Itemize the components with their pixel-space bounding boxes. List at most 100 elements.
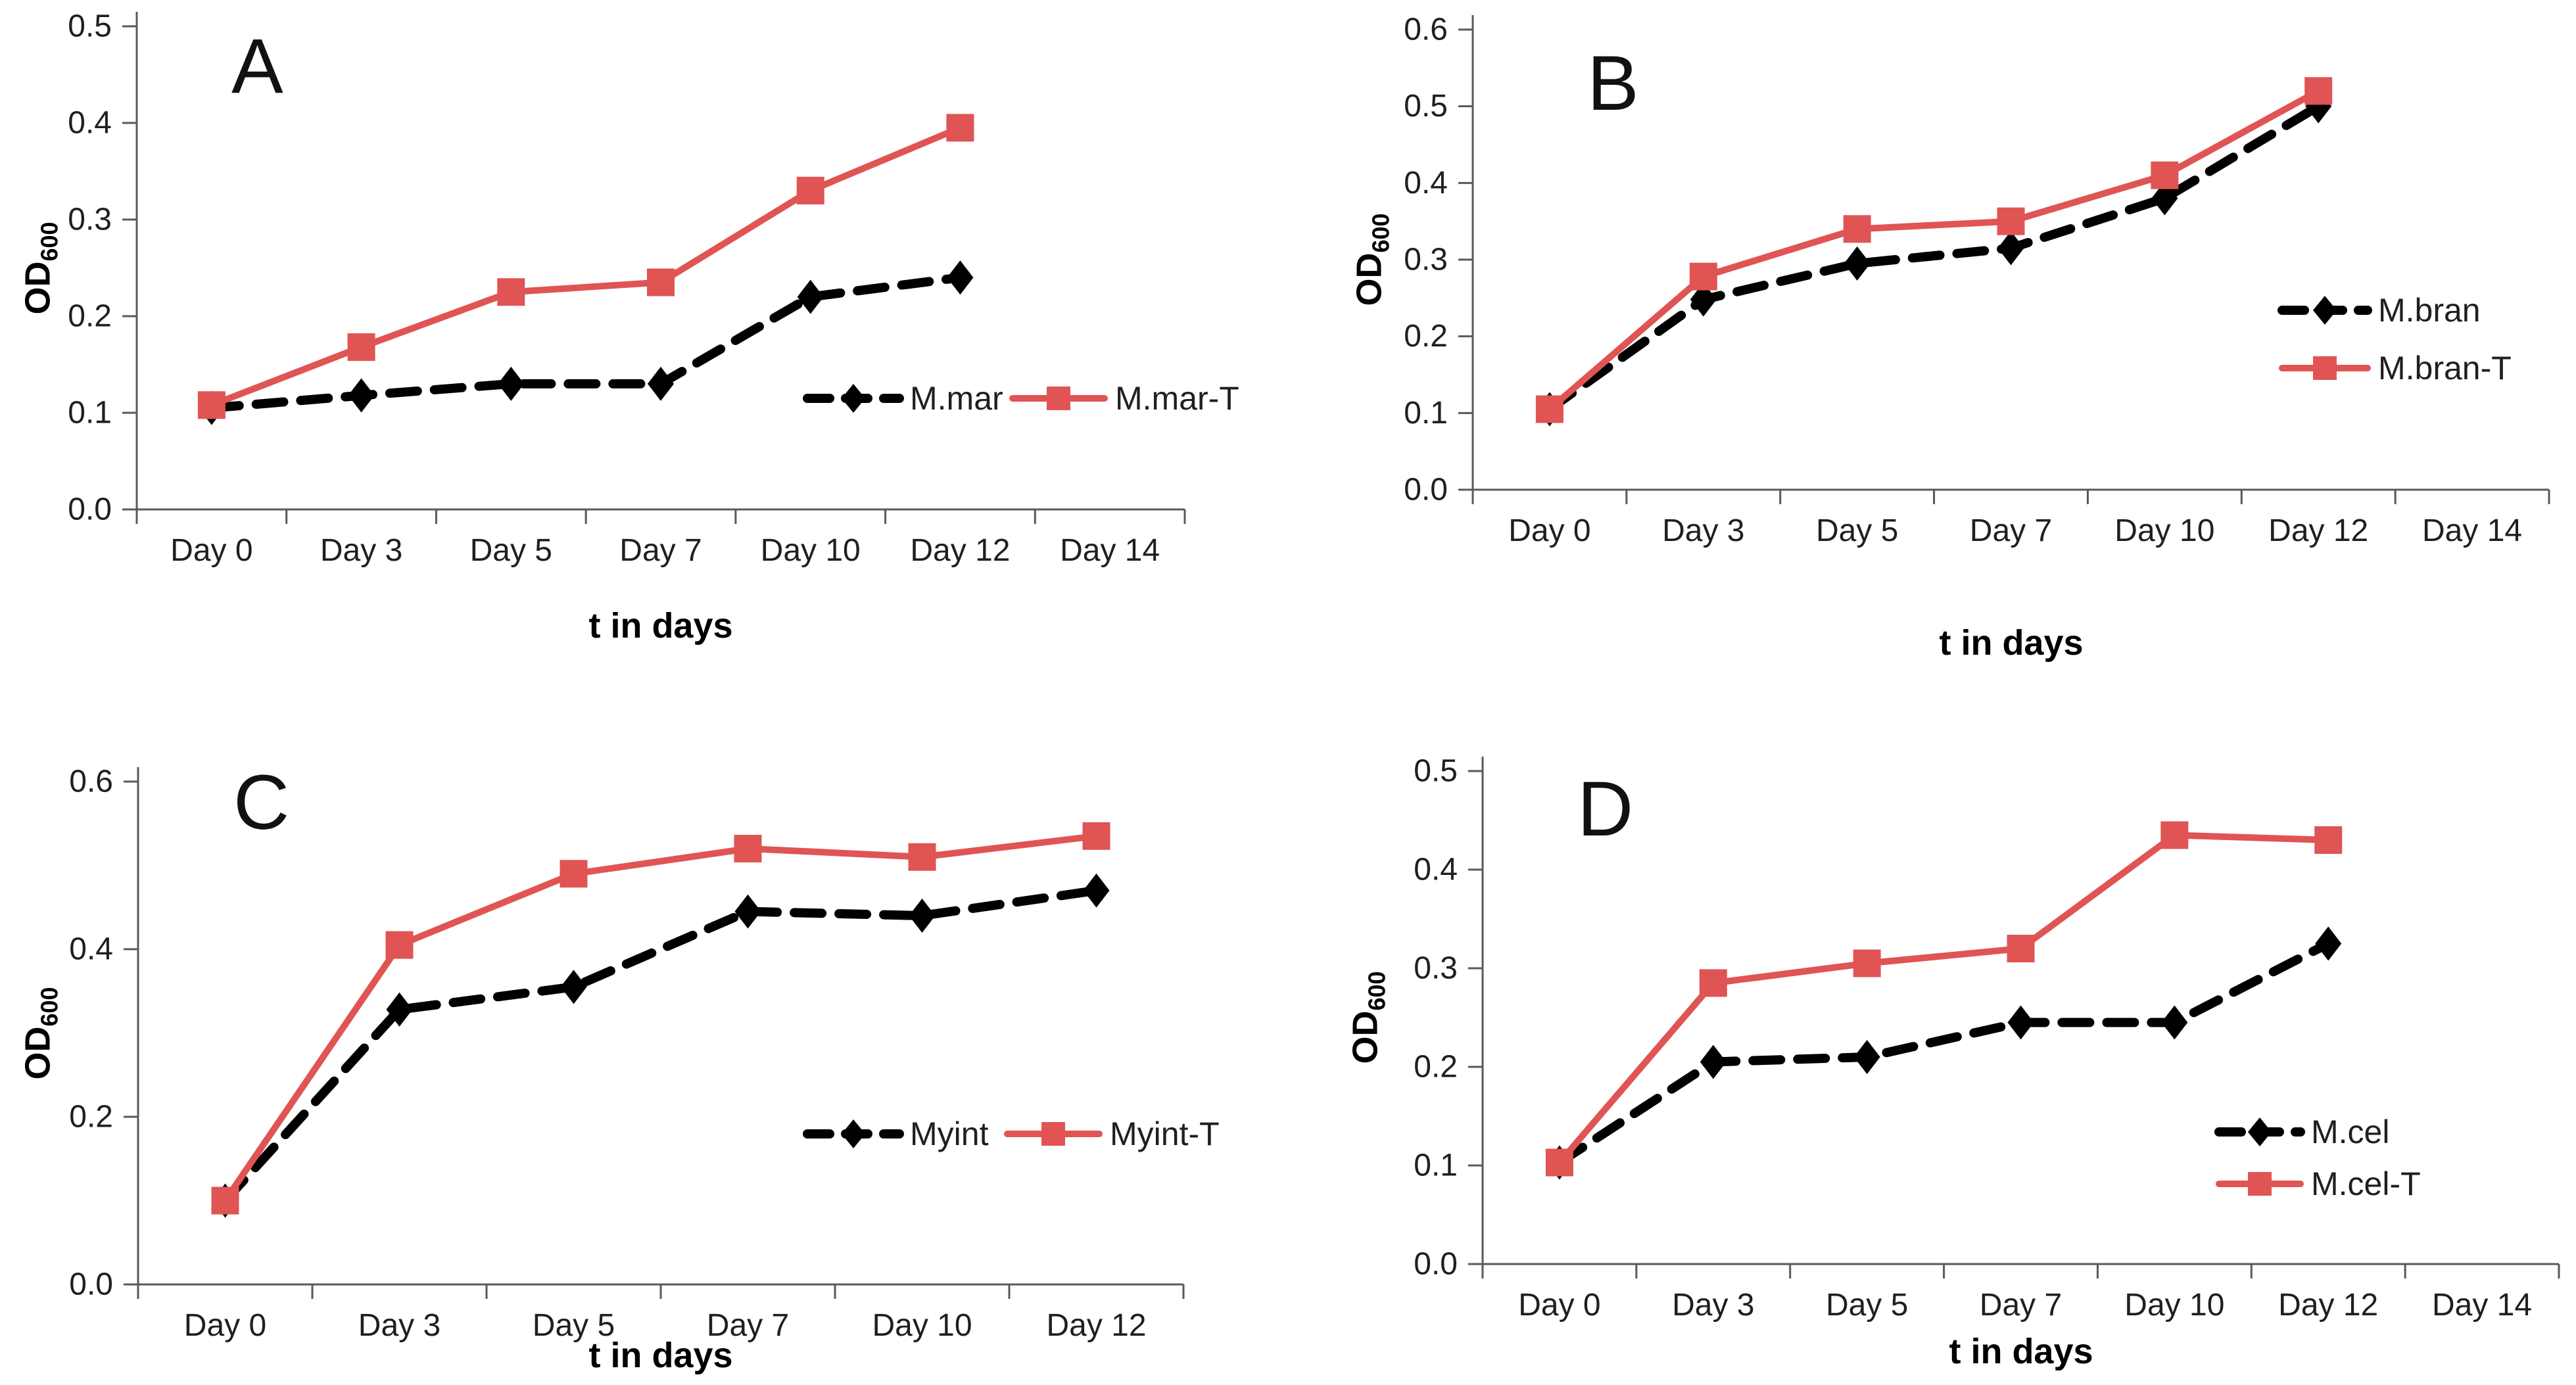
diamond-marker <box>797 279 824 314</box>
diamond-marker <box>2151 181 2178 216</box>
diamond-marker <box>2315 926 2342 961</box>
diamond-marker <box>842 384 865 413</box>
panel-letter-c: C <box>233 759 290 846</box>
square-marker <box>1689 262 1717 291</box>
legend: Myint Myint-T <box>803 1115 1220 1152</box>
x-tick-label: Day 7 <box>1970 513 2052 548</box>
y-tick-label: 0.1 <box>1414 1148 1458 1183</box>
y-tick-label: 0.2 <box>1404 319 1448 354</box>
diamond-marker <box>2161 1005 2188 1040</box>
square-marker <box>385 931 414 959</box>
y-axis-title-base: OD <box>1349 252 1389 306</box>
x-tick-label: Day 12 <box>1046 1308 1146 1343</box>
y-axis-title-base: OD <box>1345 1010 1385 1064</box>
y-tick-label: 0.2 <box>68 299 112 334</box>
y-tick-label: 0.4 <box>1414 853 1458 887</box>
legend-label: M.mar <box>910 380 1003 417</box>
diamond-marker <box>2007 1005 2034 1040</box>
square-marker <box>1997 207 2025 235</box>
chart-c-canvas: 0.0 0.2 0.4 0.6 Day 0 Day 3 Day 5 Day 7 Day 10 Da… <box>69 764 1220 1344</box>
axes <box>1468 757 2560 1279</box>
square-marker <box>1545 1148 1573 1177</box>
y-axis-title-subscript: 600 <box>1363 971 1391 1011</box>
square-marker <box>1535 395 1563 423</box>
x-tick-label: Day 0 <box>184 1308 266 1343</box>
panel-letter-b: B <box>1587 40 1639 127</box>
x-tick-label: Day 0 <box>1518 1288 1600 1323</box>
x-tick-label: Day 0 <box>170 533 252 568</box>
x-tick-label: Day 14 <box>2422 513 2522 548</box>
y-axis-title: OD600 <box>18 987 63 1079</box>
axes <box>122 12 1186 524</box>
y-axis-title: OD600 <box>1349 213 1395 306</box>
series-markers-M.cel <box>1546 926 2342 1180</box>
legend-label: M.bran-T <box>2378 350 2512 387</box>
diamond-marker <box>1083 873 1110 908</box>
legend-label: M.mar-T <box>1115 380 1239 417</box>
axes <box>1458 15 2550 504</box>
series-line-M.bran <box>1544 101 2324 414</box>
x-tick-label: Day 12 <box>2278 1288 2378 1323</box>
x-tick-label: Day 10 <box>2124 1288 2224 1323</box>
diamond-marker <box>648 366 674 401</box>
y-tick-label: 0.3 <box>1414 951 1458 986</box>
chart-b-canvas: 0.0 0.1 0.2 0.3 0.4 0.5 0.6 Day 0 Day 3 Day 5 Day … <box>1404 12 2550 548</box>
axes <box>124 767 1185 1299</box>
x-tick-label: Day 3 <box>320 533 402 568</box>
chart-d-canvas: 0.0 0.1 0.2 0.3 0.4 0.5 Day 0 Day 3 Day 5 Day 7 Da… <box>1414 754 2560 1323</box>
series-markers-M.bran-T <box>1535 77 2333 423</box>
square-marker <box>2248 1172 2272 1196</box>
x-tick-label: Day 7 <box>619 533 702 568</box>
square-marker <box>2304 77 2333 105</box>
series-line-Myint <box>220 885 1101 1206</box>
series-markers-M.mar-T <box>197 114 974 419</box>
diamond-marker <box>1844 246 1871 281</box>
y-axis-title: OD600 <box>1345 971 1391 1064</box>
y-tick-label: 0.0 <box>1414 1247 1458 1282</box>
diamond-marker <box>1853 1040 1880 1074</box>
legend-label: Myint <box>910 1115 989 1152</box>
y-tick-label: 0.2 <box>69 1100 113 1135</box>
y-axis-title-subscript: 600 <box>1367 213 1395 253</box>
x-axis-title: t in days <box>1949 1332 2093 1371</box>
legend: M.mar M.mar-T <box>803 380 1239 417</box>
square-marker <box>1041 1122 1065 1146</box>
y-axis-title-subscript: 600 <box>36 987 63 1027</box>
series-line-M.mar-T <box>208 124 964 409</box>
square-marker <box>946 114 974 142</box>
chart-a-canvas: 0.0 0.1 0.2 0.3 0.4 0.5 Day 0 Day 3 Day 5 Day 7 Da… <box>68 9 1239 569</box>
square-marker <box>560 860 588 888</box>
diamond-marker <box>734 894 761 929</box>
y-tick-label: 0.0 <box>68 492 112 527</box>
x-axis-title: t in days <box>588 1336 733 1375</box>
square-marker <box>1082 822 1110 850</box>
panel-b: 0.0 0.1 0.2 0.3 0.4 0.5 0.6 Day 0 Day 3 Day 5 Day … <box>1288 0 2576 692</box>
y-tick-label: 0.5 <box>1404 89 1448 124</box>
square-marker <box>1047 387 1070 410</box>
square-marker <box>211 1186 239 1215</box>
diamond-marker <box>2313 296 2337 325</box>
panel-letter-a: A <box>231 23 283 110</box>
series-line-M.mar <box>206 273 965 413</box>
square-marker <box>2313 356 2337 380</box>
x-tick-label: Day 3 <box>1672 1288 1754 1323</box>
y-tick-label: 0.4 <box>69 932 113 967</box>
y-tick-label: 0.4 <box>1404 166 1448 200</box>
diamond-marker <box>2248 1117 2272 1146</box>
y-axis-title-base: OD <box>18 261 58 315</box>
x-axis-title: t in days <box>1939 623 2084 663</box>
y-tick-label: 0.1 <box>68 396 112 431</box>
square-marker <box>796 176 824 204</box>
square-marker <box>497 278 525 306</box>
series-line-Myint-T <box>222 832 1100 1204</box>
legend-label: M.cel-T <box>2311 1165 2421 1202</box>
square-marker <box>908 843 936 871</box>
panel-letter-d: D <box>1577 766 1634 853</box>
legend: M.bran M.bran-T <box>2278 292 2512 387</box>
square-marker <box>2314 826 2343 854</box>
diamond-marker <box>348 378 375 413</box>
x-tick-label: Day 14 <box>2432 1288 2532 1323</box>
y-axis-title-subscript: 600 <box>36 222 63 262</box>
y-tick-label: 0.5 <box>68 9 112 44</box>
square-marker <box>197 391 226 419</box>
